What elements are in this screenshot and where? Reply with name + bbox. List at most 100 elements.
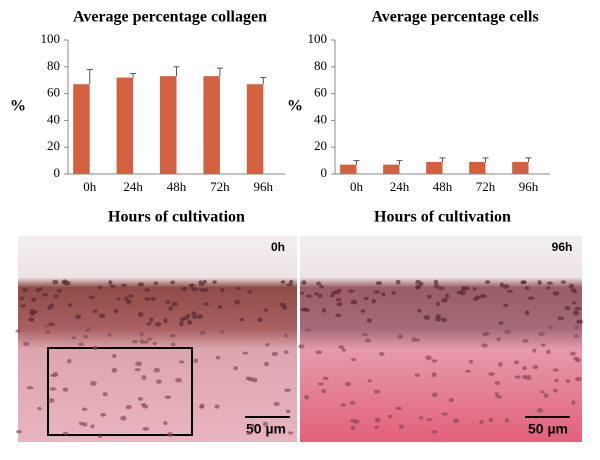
nucleus (191, 315, 199, 319)
nucleus (135, 361, 143, 367)
nucleus (553, 388, 558, 393)
nucleus (202, 279, 207, 285)
nucleus (62, 387, 69, 392)
nucleus (164, 395, 172, 399)
nucleus (191, 311, 197, 317)
histology-image (18, 236, 297, 442)
nucleus (375, 281, 383, 286)
nucleus (90, 380, 97, 386)
y-tick-label: 60 (47, 85, 60, 100)
nucleus (350, 425, 356, 431)
nucleus (234, 299, 241, 305)
nucleus (289, 279, 294, 285)
nucleus (350, 299, 358, 305)
nucleus (571, 400, 576, 405)
nucleus (411, 337, 417, 342)
nucleus (193, 358, 199, 364)
x-axis-label: Hours of cultivation (108, 209, 245, 226)
nucleus (163, 421, 168, 425)
error-bar (260, 77, 267, 85)
error-bar (173, 66, 180, 77)
nucleus (62, 431, 69, 436)
y-tick-label: 80 (314, 58, 327, 73)
nucleus (233, 365, 238, 371)
nucleus (367, 379, 372, 383)
nucleus (121, 283, 127, 288)
nucleus (188, 284, 194, 288)
nucleus (340, 403, 346, 407)
nucleus (453, 418, 460, 424)
nucleus (220, 287, 225, 293)
nucleus (522, 365, 527, 371)
nucleus (336, 302, 343, 307)
nucleus (574, 324, 579, 330)
nucleus (168, 306, 173, 311)
nucleus (305, 294, 313, 298)
nucleus (440, 317, 447, 323)
y-tick-label: 40 (314, 111, 327, 126)
nucleus (527, 296, 535, 300)
nucleus (494, 392, 499, 396)
nucleus (557, 316, 565, 321)
x-tick-label: 24h (390, 179, 410, 194)
nucleus (315, 350, 322, 355)
nucleus (301, 280, 307, 285)
nucleus (504, 418, 509, 423)
nucleus (444, 293, 450, 299)
nucleus (576, 319, 584, 324)
nucleus (28, 317, 35, 322)
nucleus (114, 308, 119, 314)
nucleus (575, 376, 582, 382)
error-bar (396, 160, 403, 165)
nucleus (52, 371, 59, 377)
nucleus (248, 377, 255, 382)
nucleus (37, 407, 42, 411)
nucleus (242, 351, 249, 355)
nucleus (546, 286, 551, 290)
nucleus (29, 308, 35, 314)
nucleus (48, 303, 55, 309)
nucleus (299, 291, 305, 295)
y-axis-label: % (10, 98, 26, 115)
nucleus (126, 299, 132, 303)
nucleus (156, 379, 162, 384)
nucleus (425, 355, 432, 361)
y-tick-label: 20 (47, 138, 60, 153)
nucleus (418, 416, 424, 420)
error-bar (439, 157, 446, 162)
nucleus (20, 304, 27, 308)
y-tick-label: 0 (321, 165, 328, 180)
nucleus (435, 301, 440, 306)
image-label: 96h (552, 240, 573, 254)
nucleus (461, 286, 467, 290)
nucleus (257, 317, 263, 323)
nucleus (560, 280, 567, 284)
nucleus (97, 285, 102, 290)
nucleus (71, 336, 77, 340)
nucleus (140, 403, 147, 407)
nucleus (573, 334, 580, 338)
bar (160, 76, 177, 174)
nucleus (263, 361, 270, 367)
nucleus (288, 431, 294, 435)
nucleus (214, 404, 220, 409)
bar (73, 84, 90, 174)
nucleus (349, 400, 356, 405)
nucleus (381, 292, 386, 297)
nucleus (524, 310, 530, 316)
error-bar (353, 160, 360, 165)
nucleus (273, 401, 280, 406)
nucleus (125, 404, 132, 410)
nucleus (263, 308, 269, 312)
nucleus (92, 309, 98, 313)
nucleus (538, 332, 545, 336)
nucleus (348, 289, 355, 293)
x-tick-label: 72h (476, 179, 496, 194)
bar (203, 76, 220, 174)
nucleus (338, 345, 345, 350)
bar (512, 161, 529, 174)
nucleus (109, 284, 116, 288)
nucleus (146, 337, 153, 341)
nucleus (21, 287, 28, 293)
nucleus (92, 345, 98, 351)
